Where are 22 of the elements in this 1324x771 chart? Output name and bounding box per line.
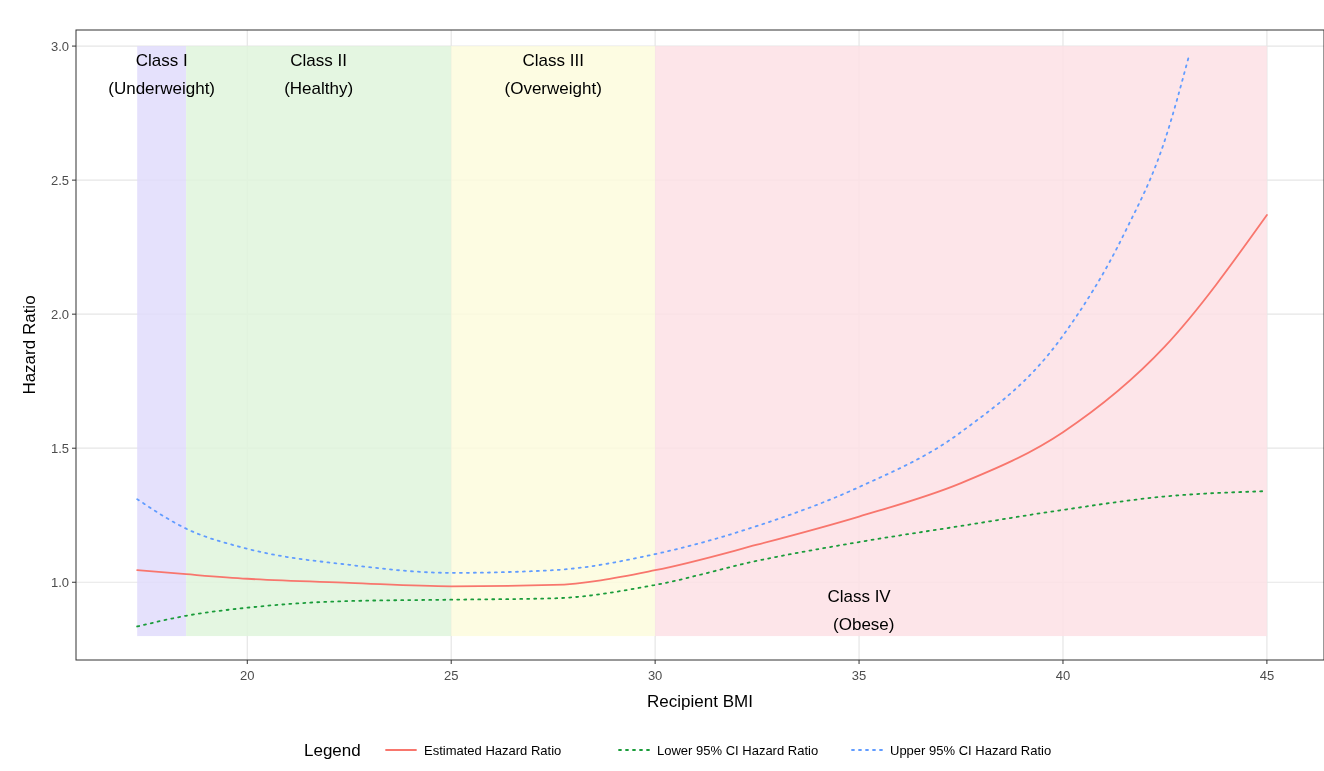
legend-title: Legend <box>304 741 361 760</box>
x-tick-label: 20 <box>240 668 255 683</box>
y-tick-label: 3.0 <box>50 38 69 54</box>
y-axis-title: Hazard Ratio <box>20 295 39 395</box>
y-tick-label: 1.0 <box>50 574 69 590</box>
x-tick-label: 45 <box>1259 668 1275 683</box>
y-tick-label: 2.5 <box>50 172 69 188</box>
x-axis-title: Recipient BMI <box>647 692 753 711</box>
x-tick-label: 30 <box>647 668 663 683</box>
band-label: Class I (Underweight) <box>108 51 216 99</box>
legend-label: Estimated Hazard Ratio <box>424 743 562 758</box>
x-tick-label: 35 <box>851 668 867 683</box>
x-tick-label: 25 <box>443 668 459 683</box>
line-series <box>136 214 1268 588</box>
x-tick-label: 40 <box>1055 668 1071 683</box>
legend-label: Upper 95% CI Hazard Ratio <box>890 743 1052 758</box>
y-tick-label: 1.5 <box>50 440 69 456</box>
band-label: Class IV (Obese) <box>823 587 895 635</box>
legend-label: Lower 95% CI Hazard Ratio <box>657 743 819 758</box>
y-tick-label: 2.0 <box>50 306 69 322</box>
band-label: Class II (Healthy) <box>284 51 354 99</box>
band-label: Class III (Overweight) <box>504 51 602 99</box>
